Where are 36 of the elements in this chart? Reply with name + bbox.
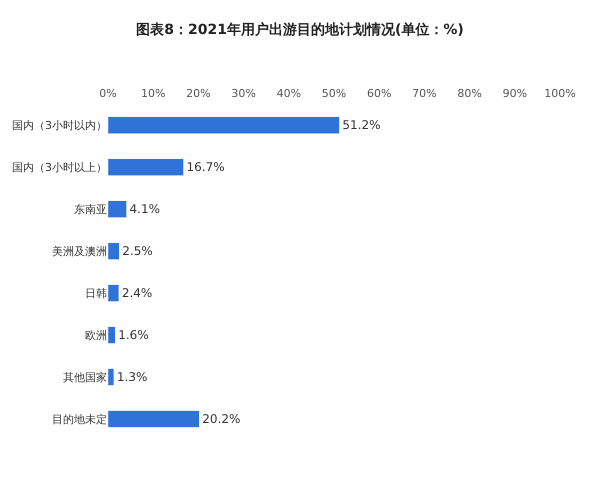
x-tick-label: 10% [140,86,166,100]
bar [108,410,200,428]
chart-title: 图表8：2021年用户出游目的地计划情况(单位：%) [136,20,464,38]
y-tick-label: 东南亚 [74,202,107,216]
y-tick-label: 其他国家 [63,370,107,384]
data-label: 2.5% [122,244,153,258]
x-tick-label: 90% [502,86,528,100]
y-tick-label: 欧洲 [85,328,107,342]
x-tick-label: 80% [457,86,482,100]
y-tick-label: 日韩 [85,286,107,300]
data-label: 20.2% [202,412,240,426]
bar [108,158,184,176]
bar [108,368,114,386]
data-label: 51.2% [342,118,381,132]
x-tick-label: 70% [412,86,437,100]
y-tick-label: 国内（3小时以上） [12,161,107,174]
data-label: 4.1% [130,202,160,216]
x-tick-label: 40% [276,86,302,100]
bar [108,284,120,302]
data-label: 16.7% [186,160,225,174]
x-tick-label: 60% [366,86,392,100]
bar [108,242,120,260]
bar [108,116,340,134]
data-label: 1.3% [116,370,148,384]
y-tick-label: 目的地未定 [52,412,107,426]
x-tick-label: 30% [231,86,256,100]
x-tick-label: 0% [99,86,117,100]
x-tick-label: 20% [186,86,211,100]
x-tick-label: 50% [322,86,346,100]
y-tick-label: 国内（3小时以内） [12,119,107,132]
data-label: 1.6% [118,328,149,342]
data-label: 2.4% [122,286,152,300]
bar [108,326,116,344]
y-tick-label: 美洲及澳洲 [52,244,107,258]
bar [108,200,127,218]
x-tick-label: 100% [544,86,576,100]
